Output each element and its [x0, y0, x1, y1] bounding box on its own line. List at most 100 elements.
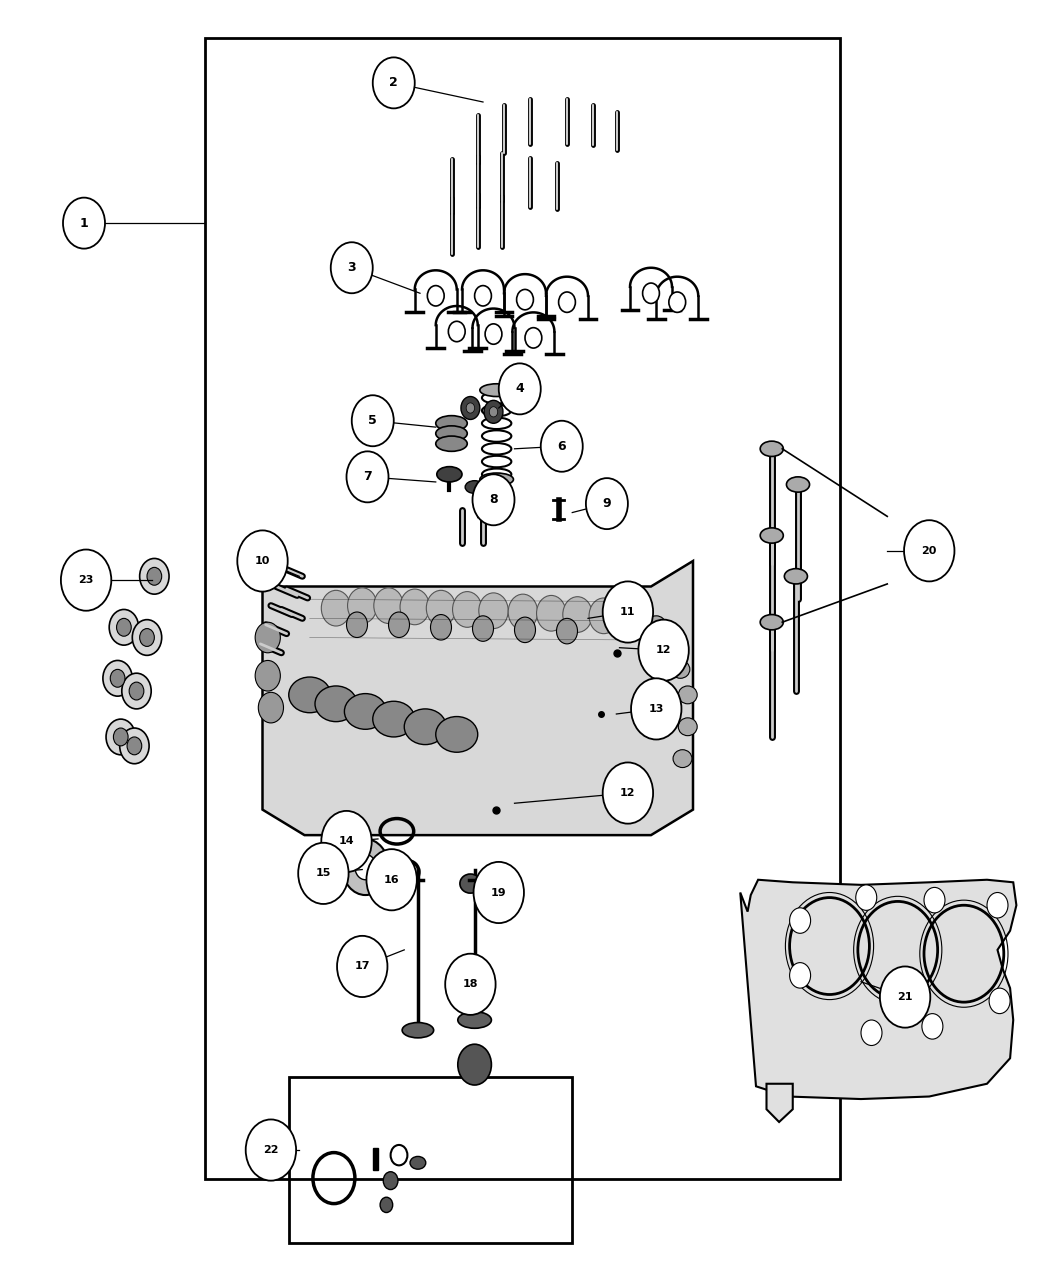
- Circle shape: [342, 839, 388, 895]
- Text: 6: 6: [558, 440, 566, 453]
- Circle shape: [479, 593, 508, 629]
- Text: 23: 23: [79, 575, 93, 585]
- Text: 7: 7: [363, 470, 372, 483]
- Text: 12: 12: [621, 788, 635, 798]
- Text: 8: 8: [489, 493, 498, 506]
- Text: 4: 4: [516, 382, 524, 395]
- Circle shape: [472, 474, 514, 525]
- Ellipse shape: [289, 677, 331, 713]
- Ellipse shape: [436, 436, 467, 451]
- Text: 18: 18: [463, 979, 478, 989]
- Text: 22: 22: [264, 1145, 278, 1155]
- Ellipse shape: [647, 616, 666, 634]
- Circle shape: [430, 615, 452, 640]
- Circle shape: [331, 242, 373, 293]
- Circle shape: [489, 407, 498, 417]
- Circle shape: [541, 421, 583, 472]
- Ellipse shape: [671, 660, 690, 678]
- Polygon shape: [373, 1148, 378, 1170]
- Circle shape: [113, 728, 128, 746]
- Circle shape: [904, 520, 954, 581]
- Circle shape: [525, 328, 542, 348]
- Polygon shape: [766, 1084, 793, 1122]
- Bar: [289, 1077, 572, 1243]
- Circle shape: [631, 678, 681, 740]
- Circle shape: [790, 908, 811, 933]
- Circle shape: [559, 292, 575, 312]
- Ellipse shape: [437, 467, 462, 482]
- Ellipse shape: [436, 426, 467, 441]
- Circle shape: [586, 478, 628, 529]
- Circle shape: [258, 692, 284, 723]
- Circle shape: [589, 598, 618, 634]
- Circle shape: [485, 324, 502, 344]
- Circle shape: [514, 617, 536, 643]
- Circle shape: [426, 590, 456, 626]
- Circle shape: [466, 403, 475, 413]
- Circle shape: [922, 1014, 943, 1039]
- Ellipse shape: [315, 686, 357, 722]
- Circle shape: [147, 567, 162, 585]
- Circle shape: [603, 581, 653, 643]
- Circle shape: [132, 620, 162, 655]
- Circle shape: [638, 620, 689, 681]
- Circle shape: [563, 597, 592, 632]
- Circle shape: [352, 395, 394, 446]
- Ellipse shape: [678, 686, 697, 704]
- Circle shape: [861, 1020, 882, 1045]
- Circle shape: [448, 321, 465, 342]
- Circle shape: [355, 854, 376, 880]
- Ellipse shape: [402, 1023, 434, 1038]
- Ellipse shape: [760, 615, 783, 630]
- Ellipse shape: [373, 701, 415, 737]
- Circle shape: [499, 363, 541, 414]
- Circle shape: [127, 737, 142, 755]
- Circle shape: [255, 622, 280, 653]
- Circle shape: [517, 289, 533, 310]
- Ellipse shape: [660, 635, 679, 653]
- Ellipse shape: [404, 709, 446, 745]
- Circle shape: [366, 849, 417, 910]
- Circle shape: [321, 811, 372, 872]
- Circle shape: [989, 988, 1010, 1014]
- Circle shape: [122, 673, 151, 709]
- Text: 1: 1: [80, 217, 88, 230]
- Circle shape: [427, 286, 444, 306]
- Ellipse shape: [458, 1012, 491, 1028]
- Ellipse shape: [480, 473, 513, 486]
- Circle shape: [348, 588, 377, 623]
- Circle shape: [669, 292, 686, 312]
- Circle shape: [790, 963, 811, 988]
- Ellipse shape: [344, 694, 386, 729]
- Ellipse shape: [436, 416, 467, 431]
- Circle shape: [474, 862, 524, 923]
- Circle shape: [643, 283, 659, 303]
- Circle shape: [383, 1172, 398, 1190]
- Circle shape: [924, 887, 945, 913]
- Circle shape: [140, 558, 169, 594]
- Circle shape: [109, 609, 139, 645]
- Circle shape: [255, 660, 280, 691]
- Ellipse shape: [410, 1156, 426, 1169]
- Circle shape: [129, 682, 144, 700]
- Ellipse shape: [784, 569, 807, 584]
- Circle shape: [453, 592, 482, 627]
- Circle shape: [373, 57, 415, 108]
- Ellipse shape: [760, 441, 783, 456]
- Circle shape: [880, 966, 930, 1028]
- Ellipse shape: [678, 718, 697, 736]
- Circle shape: [246, 1119, 296, 1181]
- Circle shape: [537, 595, 566, 631]
- Circle shape: [615, 599, 645, 635]
- Text: 10: 10: [255, 556, 270, 566]
- Text: 21: 21: [898, 992, 912, 1002]
- Circle shape: [458, 1044, 491, 1085]
- Text: 14: 14: [339, 836, 354, 847]
- Text: 12: 12: [656, 645, 671, 655]
- Circle shape: [237, 530, 288, 592]
- Circle shape: [374, 588, 403, 623]
- Circle shape: [106, 719, 135, 755]
- Text: 17: 17: [355, 961, 370, 972]
- Circle shape: [346, 612, 367, 638]
- Ellipse shape: [460, 875, 481, 894]
